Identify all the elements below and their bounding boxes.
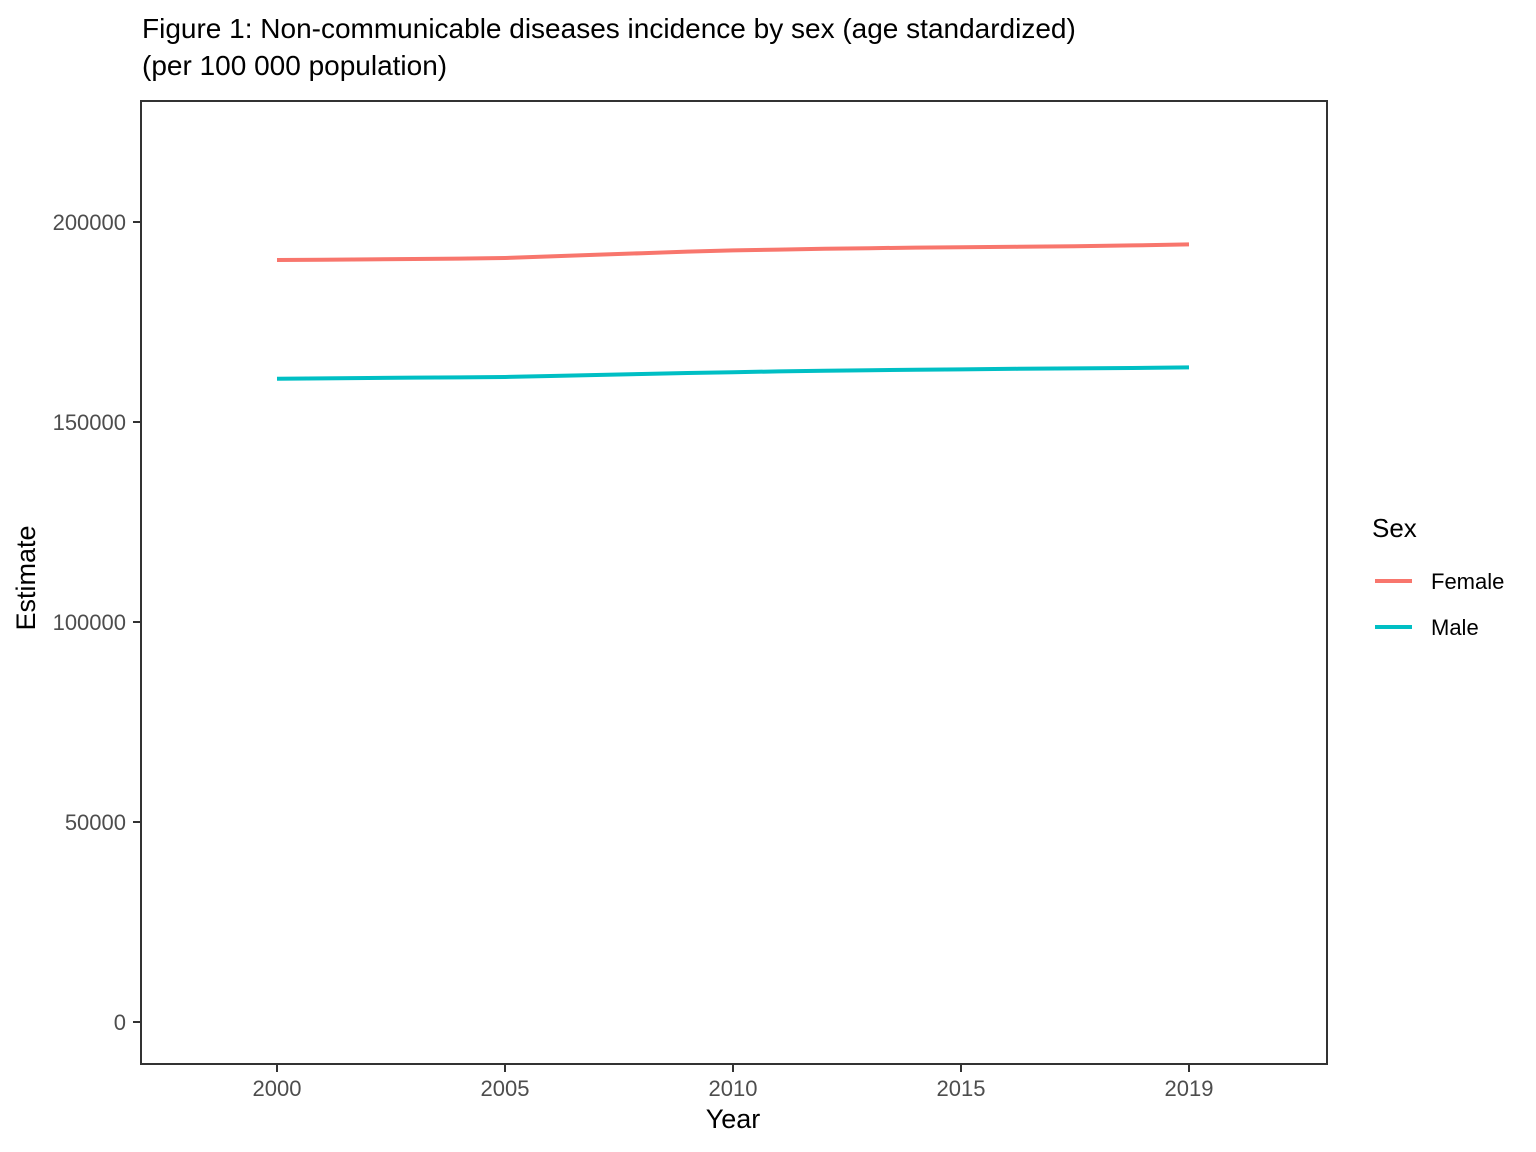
x-tick-label: 2010 [709, 1076, 758, 1101]
x-tick-label: 2005 [481, 1076, 530, 1101]
y-tick-label: 200000 [53, 210, 126, 235]
series-lines [276, 242, 1190, 381]
x-tick-label: 2015 [937, 1076, 986, 1101]
y-tick-label: 50000 [65, 810, 126, 835]
y-tick-label: 150000 [53, 410, 126, 435]
plot-title-line1: Figure 1: Non-communicable diseases inci… [142, 13, 1076, 44]
y-tick-label: 0 [114, 1010, 126, 1035]
axis-ticks: 2000 2005 2010 2015 2019 0 50000 100000 150000 20… [53, 210, 1214, 1101]
legend-keys: Female Male [1375, 569, 1504, 640]
plot-title-line2: (per 100 000 population) [142, 50, 448, 81]
x-tick-label: 2019 [1165, 1076, 1214, 1101]
x-tick-label: 2000 [253, 1076, 302, 1101]
plot-title: Figure 1: Non-communicable diseases inci… [142, 10, 1076, 84]
series-line-male [276, 365, 1190, 381]
legend-label-male: Male [1431, 615, 1479, 640]
legend-title: Sex [1372, 513, 1417, 543]
series-line-female [276, 242, 1190, 262]
y-tick-label: 100000 [53, 610, 126, 635]
legend-label-female: Female [1431, 569, 1504, 594]
y-axis-title: Estimate [11, 525, 41, 630]
x-axis-title: Year [706, 1104, 761, 1134]
